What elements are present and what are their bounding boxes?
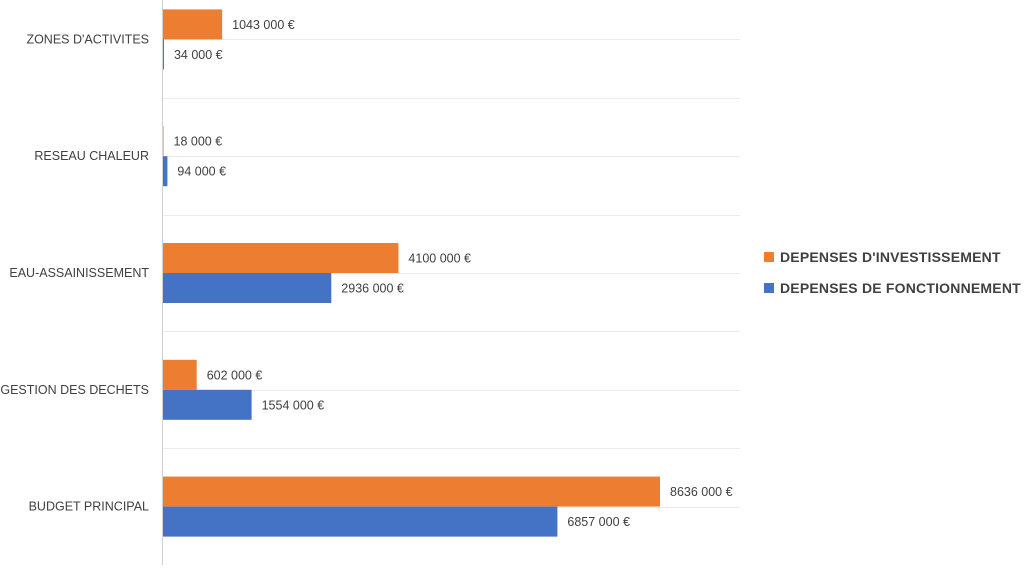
value-label-reseau-chaleur-investissement: 18 000 €	[174, 135, 223, 149]
value-label-budget-principal-fonctionnement: 6857 000 €	[567, 515, 630, 529]
value-label-zones-d-activites-fonctionnement: 34 000 €	[174, 48, 223, 62]
bar-budget-principal-investissement	[162, 476, 660, 507]
bar-gestion-des-dechets-investissement	[162, 359, 197, 390]
legend-swatch-investissement	[764, 252, 774, 262]
category-label-reseau-chaleur: RESEAU CHALEUR	[34, 149, 149, 163]
legend-label-investissement: DEPENSES D'INVESTISSEMENT	[780, 249, 1001, 265]
category-label-gestion-des-dechets: GESTION DES DECHETS	[0, 383, 149, 397]
value-label-budget-principal-investissement: 8636 000 €	[670, 485, 733, 499]
value-label-eau-assainissement-fonctionnement: 2936 000 €	[341, 282, 404, 296]
bars	[162, 9, 660, 537]
bar-budget-principal-fonctionnement	[162, 506, 558, 537]
legend-label-fonctionnement: DEPENSES DE FONCTIONNEMENT	[780, 280, 1021, 296]
category-label-zones-d-activites: ZONES D'ACTIVITES	[26, 32, 149, 46]
value-label-eau-assainissement-investissement: 4100 000 €	[408, 252, 471, 266]
value-label-reseau-chaleur-fonctionnement: 94 000 €	[177, 165, 226, 179]
bar-eau-assainissement-investissement	[162, 243, 399, 273]
bar-gestion-des-dechets-fonctionnement	[162, 389, 252, 420]
bar-reseau-chaleur-fonctionnement	[162, 156, 168, 187]
category-label-budget-principal: BUDGET PRINCIPAL	[29, 500, 149, 514]
legend-item-investissement: DEPENSES D'INVESTISSEMENT	[764, 246, 1021, 268]
value-label-zones-d-activites-investissement: 1043 000 €	[232, 18, 295, 32]
category-label-eau-assainissement: EAU-ASSAINISSEMENT	[9, 266, 149, 280]
value-label-gestion-des-dechets-investissement: 602 000 €	[207, 368, 263, 382]
legend-swatch-fonctionnement	[764, 283, 774, 293]
legend: DEPENSES D'INVESTISSEMENT DEPENSES DE FO…	[764, 246, 1021, 308]
value-labels: 1043 000 € 34 000 € 18 000 € 94 000 € 4100 0…	[174, 18, 733, 529]
legend-item-fonctionnement: DEPENSES DE FONCTIONNEMENT	[764, 277, 1021, 299]
bar-eau-assainissement-fonctionnement	[162, 273, 332, 303]
category-labels: ZONES D'ACTIVITES RESEAU CHALEUR EAU-ASSAI…	[0, 32, 149, 513]
value-label-gestion-des-dechets-fonctionnement: 1554 000 €	[262, 398, 325, 412]
bar-zones-d-activites-investissement	[162, 9, 223, 40]
